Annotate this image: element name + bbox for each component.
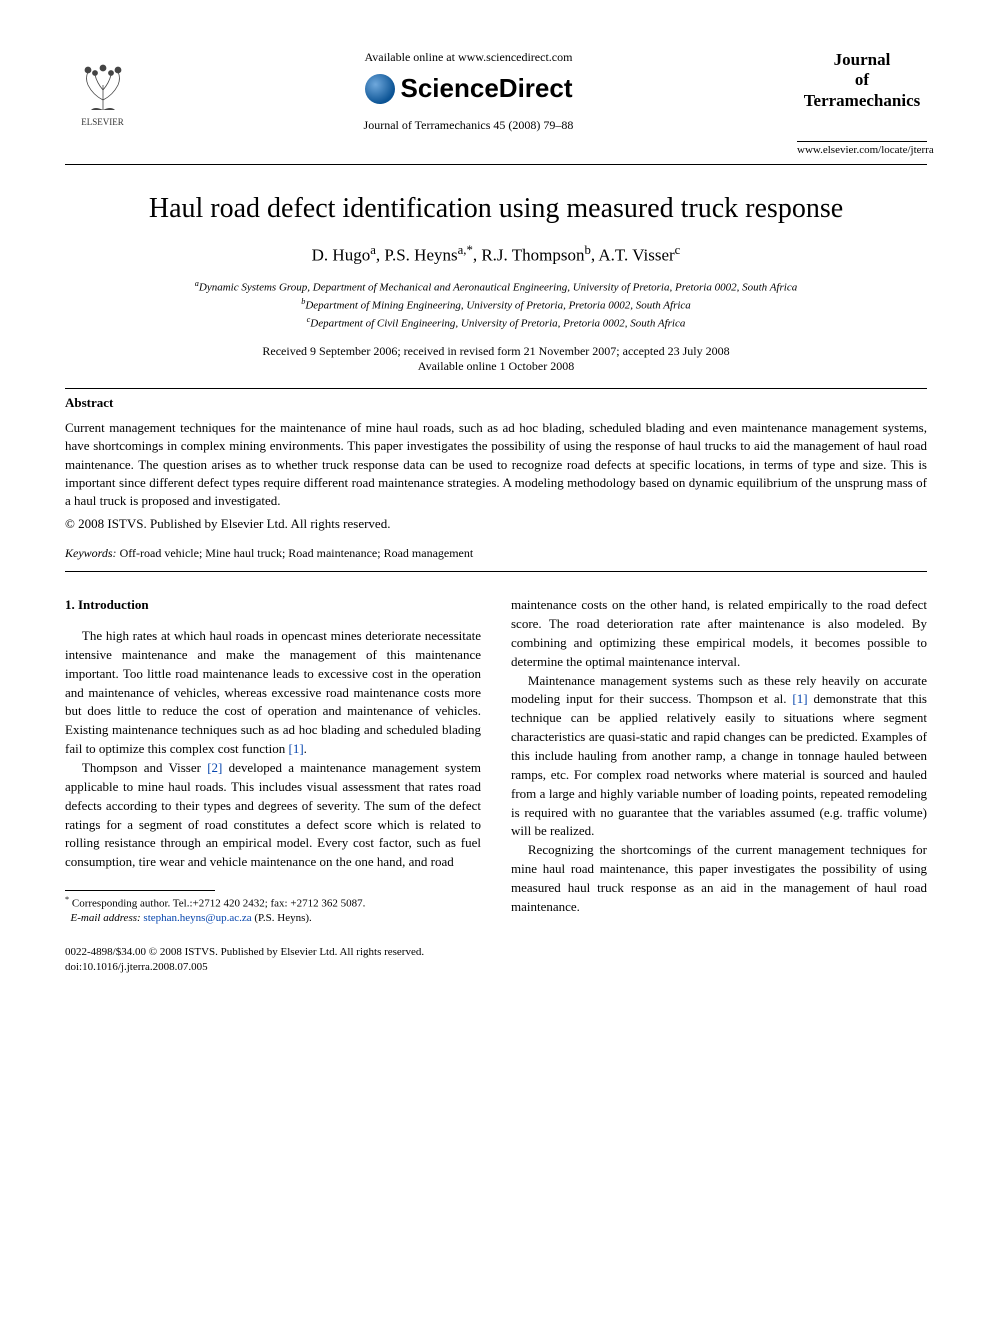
right-p2: Maintenance management systems such as t… bbox=[511, 672, 927, 842]
authors-line: D. Hugoa, P.S. Heynsa,*, R.J. Thompsonb,… bbox=[65, 243, 927, 266]
footnote-separator bbox=[65, 890, 215, 891]
keywords-text: Off-road vehicle; Mine haul truck; Road … bbox=[120, 546, 474, 560]
page: ELSEVIER Available online at www.science… bbox=[0, 0, 992, 1014]
author-1-sup: a bbox=[370, 243, 376, 257]
sd-brand-text: ScienceDirect bbox=[401, 73, 573, 104]
journal-name-l3: Terramechanics bbox=[804, 91, 920, 110]
keywords-line: Keywords: Off-road vehicle; Mine haul tr… bbox=[65, 546, 927, 561]
email-tail: (P.S. Heyns). bbox=[254, 912, 311, 924]
center-header: Available online at www.sciencedirect.co… bbox=[140, 50, 797, 133]
intro-p2b: developed a maintenance management syste… bbox=[65, 760, 481, 869]
rule-post-keywords bbox=[65, 571, 927, 572]
affiliation-a: Dynamic Systems Group, Department of Mec… bbox=[199, 281, 797, 293]
rule-top bbox=[65, 164, 927, 165]
right-p3: Recognizing the shortcomings of the curr… bbox=[511, 841, 927, 916]
corresponding-footnote: * Corresponding author. Tel.:+2712 420 2… bbox=[65, 895, 481, 925]
footer-line1: 0022-4898/$34.00 © 2008 ISTVS. Published… bbox=[65, 946, 424, 958]
elsevier-label: ELSEVIER bbox=[65, 117, 140, 127]
corr-text: Corresponding author. Tel.:+2712 420 243… bbox=[72, 898, 365, 910]
intro-p2a: Thompson and Visser bbox=[82, 760, 207, 775]
rule-pre-abstract bbox=[65, 388, 927, 389]
author-2-sup: a,* bbox=[458, 243, 473, 257]
journal-citation: Journal of Terramechanics 45 (2008) 79–8… bbox=[155, 118, 782, 133]
affiliation-c: Department of Civil Engineering, Univers… bbox=[310, 318, 685, 330]
right-p2b: demonstrate that this technique can be a… bbox=[511, 691, 927, 838]
abstract-copyright: © 2008 ISTVS. Published by Elsevier Ltd.… bbox=[65, 516, 927, 532]
available-online-text: Available online at www.sciencedirect.co… bbox=[155, 50, 782, 65]
right-p1: maintenance costs on the other hand, is … bbox=[511, 596, 927, 671]
right-column: maintenance costs on the other hand, is … bbox=[511, 596, 927, 925]
ref-link-3[interactable]: [1] bbox=[792, 691, 807, 706]
author-4: A.T. Visser bbox=[598, 246, 674, 265]
author-3-sup: b bbox=[584, 243, 590, 257]
sd-ball-icon bbox=[365, 74, 395, 104]
header-row: ELSEVIER Available online at www.science… bbox=[65, 50, 927, 156]
author-1: D. Hugo bbox=[312, 246, 371, 265]
left-column: 1. Introduction The high rates at which … bbox=[65, 596, 481, 925]
affiliation-b: Department of Mining Engineering, Univer… bbox=[305, 300, 690, 312]
dates-line1: Received 9 September 2006; received in r… bbox=[262, 344, 729, 358]
article-dates: Received 9 September 2006; received in r… bbox=[65, 344, 927, 374]
abstract-text: Current management techniques for the ma… bbox=[65, 419, 927, 510]
ref-link-1[interactable]: [1] bbox=[288, 741, 303, 756]
journal-box: Journal of Terramechanics www.elsevier.c… bbox=[797, 50, 927, 156]
body-columns: 1. Introduction The high rates at which … bbox=[65, 596, 927, 925]
elsevier-logo: ELSEVIER bbox=[65, 50, 140, 127]
email-label: E-mail address: bbox=[71, 912, 141, 924]
article-title: Haul road defect identification using me… bbox=[65, 193, 927, 225]
journal-name-l1: Journal bbox=[834, 50, 891, 69]
intro-p1-text: The high rates at which haul roads in op… bbox=[65, 628, 481, 756]
section-1-heading: 1. Introduction bbox=[65, 596, 481, 615]
corr-email-link[interactable]: stephan.heyns@up.ac.za bbox=[143, 912, 251, 924]
intro-p2: Thompson and Visser [2] developed a main… bbox=[65, 759, 481, 872]
footer-line2: doi:10.1016/j.jterra.2008.07.005 bbox=[65, 961, 208, 973]
sciencedirect-logo: ScienceDirect bbox=[155, 73, 782, 104]
intro-p1-tail: . bbox=[304, 741, 307, 756]
intro-p1: The high rates at which haul roads in op… bbox=[65, 627, 481, 759]
ref-link-2[interactable]: [2] bbox=[207, 760, 222, 775]
corr-star: * bbox=[65, 895, 69, 904]
elsevier-tree-icon bbox=[73, 50, 133, 115]
author-3: R.J. Thompson bbox=[481, 246, 584, 265]
journal-name-l2: of bbox=[855, 70, 869, 89]
dates-line2: Available online 1 October 2008 bbox=[418, 359, 574, 373]
affiliations: aDynamic Systems Group, Department of Me… bbox=[65, 278, 927, 332]
footer-block: 0022-4898/$34.00 © 2008 ISTVS. Published… bbox=[65, 945, 927, 974]
author-4-sup: c bbox=[675, 243, 681, 257]
abstract-heading: Abstract bbox=[65, 395, 927, 411]
keywords-label: Keywords: bbox=[65, 546, 117, 560]
journal-url: www.elsevier.com/locate/jterra bbox=[797, 141, 927, 156]
journal-name: Journal of Terramechanics bbox=[797, 50, 927, 111]
author-2: P.S. Heyns bbox=[384, 246, 457, 265]
